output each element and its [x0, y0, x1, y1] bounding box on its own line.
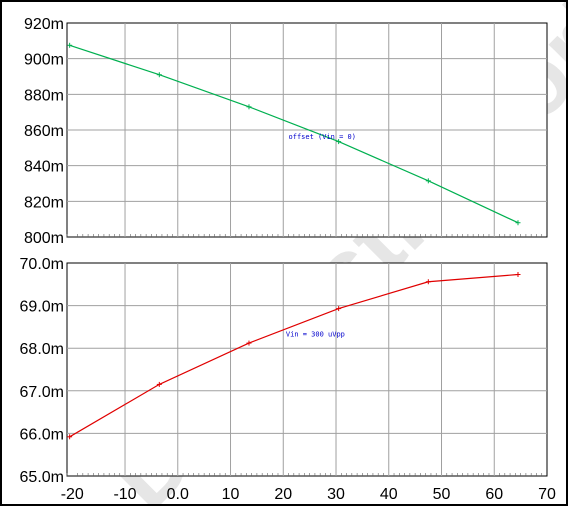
- bottom-annotation: Vin = 300 uVpp: [286, 330, 345, 338]
- top-panel: 920m 900m 880m 860m 840m 820m 800m offset (Vin …: [24, 16, 548, 247]
- bottom-panel: 70.0m 69.0m 68.0m 67.0m 66.0m 65.0m Vin = 300 …: [20, 256, 548, 486]
- top-annotation: offset (Vin = 0): [289, 133, 356, 141]
- x-tick-label: 40: [380, 486, 398, 503]
- x-axis: -20 -10 0.0 10 20 30 40 50 60 70: [61, 486, 556, 503]
- top-y-tick-label: 860m: [24, 123, 64, 140]
- bottom-series-line: [69, 273, 519, 438]
- x-tick-label: 50: [433, 486, 451, 503]
- top-y-tick-label: 840m: [24, 159, 64, 176]
- bottom-y-tick-label: 66.0m: [20, 426, 64, 443]
- bottom-y-tick-label: 70.0m: [20, 256, 64, 273]
- x-tick-label: 20: [274, 486, 292, 503]
- bottom-y-tick-label: 68.0m: [20, 341, 64, 358]
- top-y-tick-label: 920m: [24, 16, 64, 33]
- bottom-y-tick-label: 67.0m: [20, 384, 64, 401]
- x-tick-label: -20: [61, 486, 84, 503]
- bottom-y-tick-label: 65.0m: [20, 469, 64, 486]
- top-y-tick-label: 900m: [24, 52, 64, 69]
- top-series-line: [69, 44, 519, 224]
- x-tick-label: 70: [538, 486, 556, 503]
- x-tick-label: 60: [485, 486, 503, 503]
- x-tick-label: 30: [327, 486, 345, 503]
- x-tick-label: -10: [113, 486, 136, 503]
- top-y-tick-label: 800m: [24, 230, 64, 247]
- x-tick-label: 10: [222, 486, 240, 503]
- top-y-tick-label: 880m: [24, 87, 64, 104]
- x-tick-label: 0.0: [167, 486, 189, 503]
- top-y-tick-label: 820m: [24, 194, 64, 211]
- bottom-plot-area: [66, 262, 548, 477]
- bottom-y-tick-label: 69.0m: [20, 299, 64, 316]
